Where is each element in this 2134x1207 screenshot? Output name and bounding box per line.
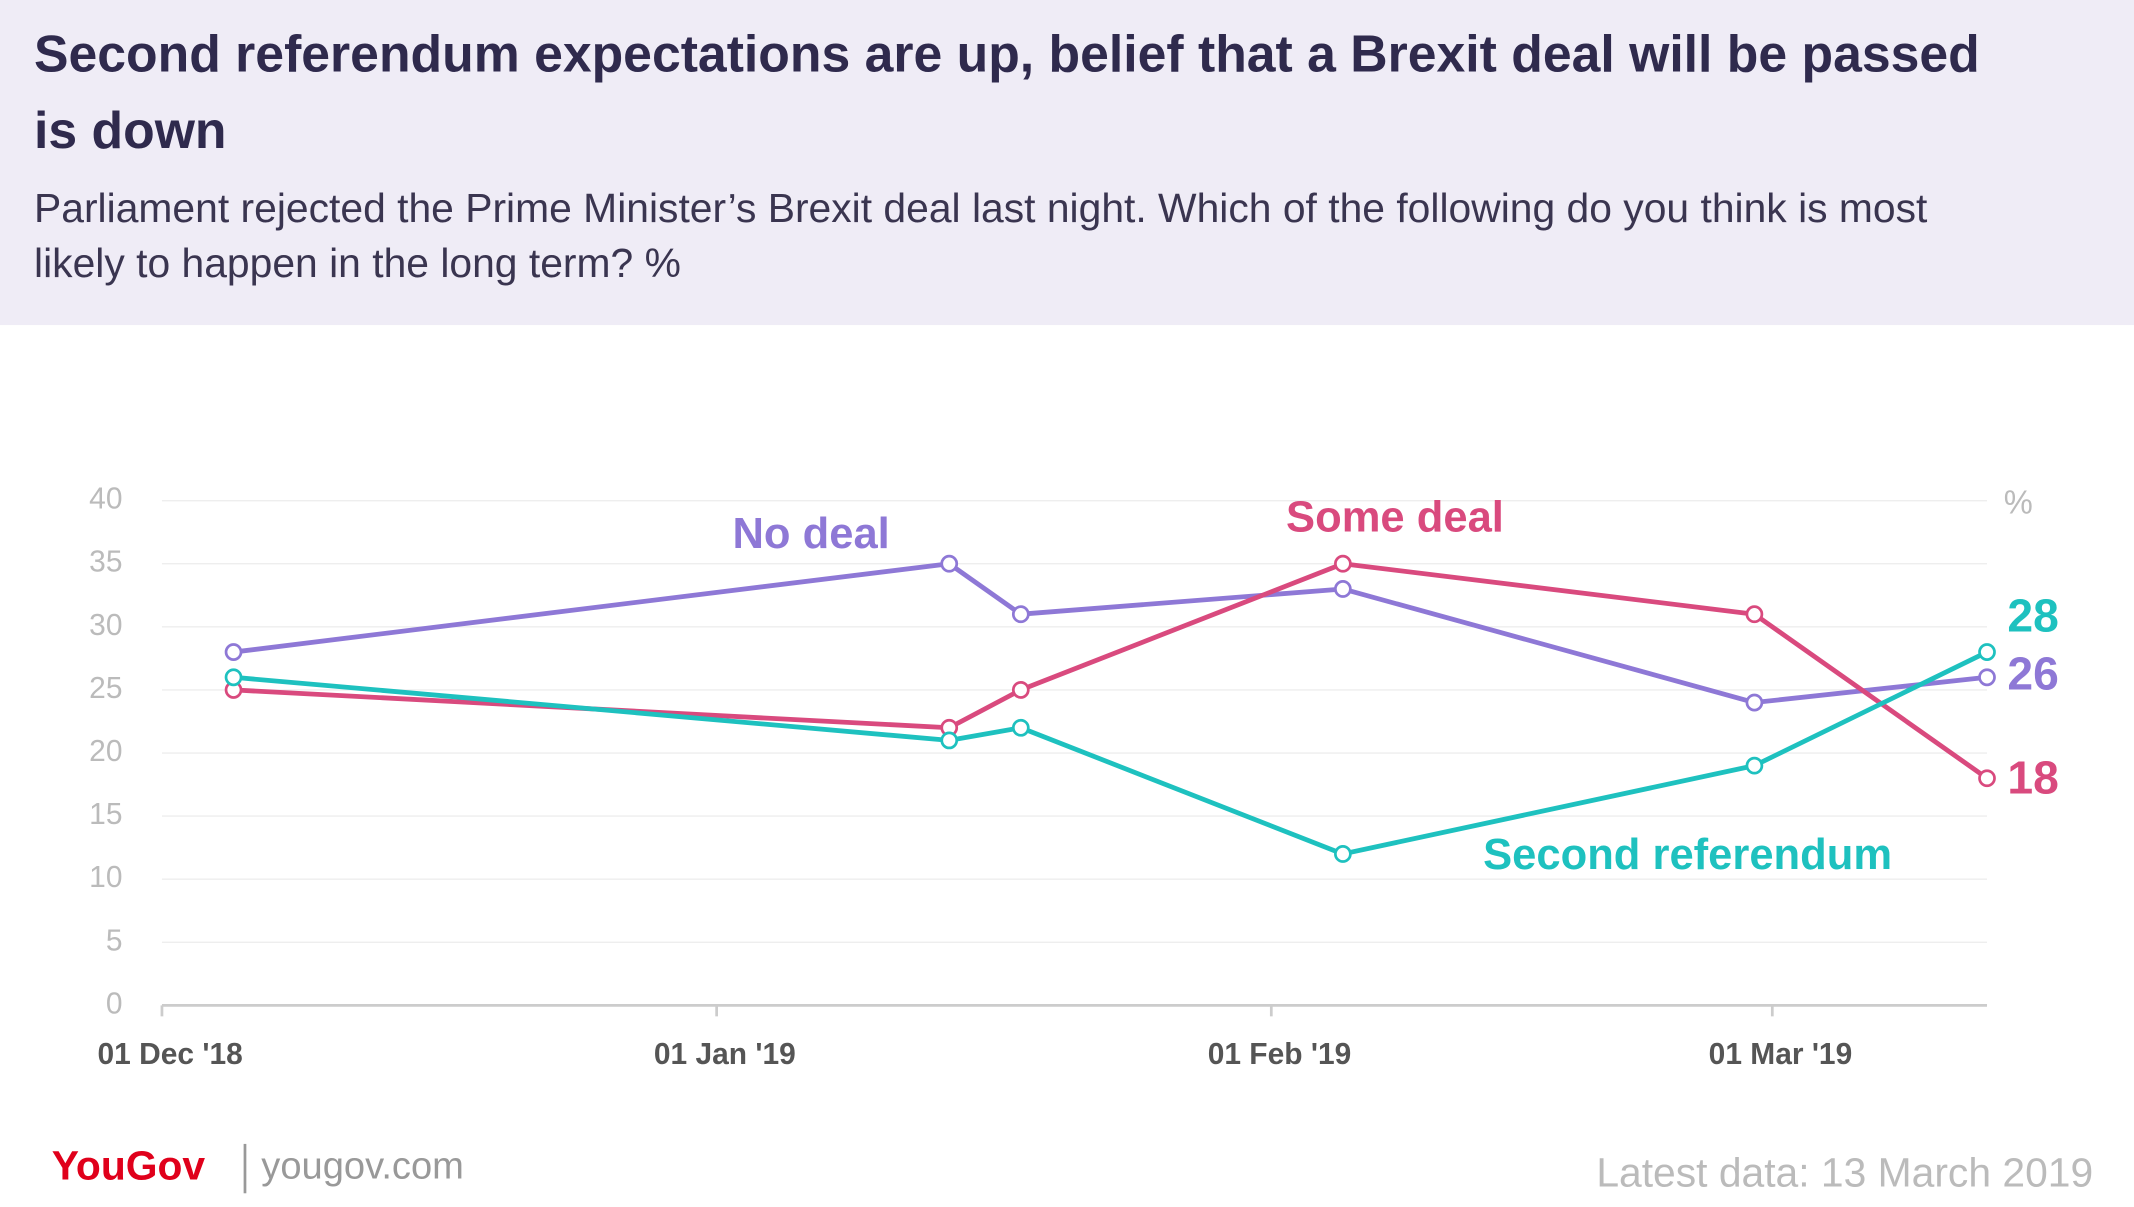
x-tick-label: 01 Jan '19 <box>654 1038 796 1071</box>
data-point <box>1978 668 1996 687</box>
footer-note: Latest data: 13 March 2019 <box>1596 1149 2093 1195</box>
brand-logo: YouGov <box>52 1142 206 1188</box>
data-point <box>940 731 959 750</box>
end-value-label: 28 <box>2007 589 2058 641</box>
data-point <box>1334 580 1352 598</box>
y-tick-label: 0 <box>106 987 123 1020</box>
series-label: No deal <box>732 509 889 558</box>
y-tick-label: 35 <box>89 546 122 579</box>
data-point <box>1334 845 1352 863</box>
x-tick-label: 01 Dec '18 <box>97 1038 242 1071</box>
data-point <box>224 643 243 661</box>
end-value-label: 18 <box>2007 751 2058 803</box>
x-tick-label: 01 Mar '19 <box>1709 1038 1853 1071</box>
y-tick-label: 5 <box>106 924 123 957</box>
series-label: Some deal <box>1286 492 1504 541</box>
data-point <box>1011 718 1030 737</box>
y-tick-label: 20 <box>89 735 122 768</box>
data-point <box>1978 643 1996 661</box>
series-line <box>233 649 1989 857</box>
series-line <box>233 561 1989 781</box>
series-label: Second referendum <box>1483 830 1892 879</box>
y-tick-label: 30 <box>89 609 122 642</box>
data-point <box>224 668 243 687</box>
data-point <box>1745 756 1764 775</box>
y-tick-label: 10 <box>89 861 122 894</box>
chart-subtitle: Parliament rejected the Prime Minister’s… <box>34 186 1928 287</box>
data-point <box>1334 554 1352 573</box>
data-point <box>1745 605 1764 624</box>
y-unit: % <box>2004 483 2033 520</box>
data-point <box>1745 693 1764 712</box>
end-value-label: 26 <box>2007 647 2058 699</box>
y-tick-label: 15 <box>89 798 122 831</box>
brand-site: yougov.com <box>261 1145 464 1188</box>
chart-title: Second referendum expectations are up, b… <box>34 26 1980 161</box>
x-tick-label: 01 Feb '19 <box>1208 1038 1352 1071</box>
y-tick-label: 40 <box>89 483 122 516</box>
data-point <box>1011 680 1030 699</box>
data-point <box>1011 605 1030 624</box>
series-line <box>233 561 1988 705</box>
y-tick-label: 25 <box>89 672 122 705</box>
header: Second referendum expectations are up, b… <box>0 0 2134 326</box>
data-point <box>1978 769 1996 788</box>
data-point <box>940 554 959 573</box>
